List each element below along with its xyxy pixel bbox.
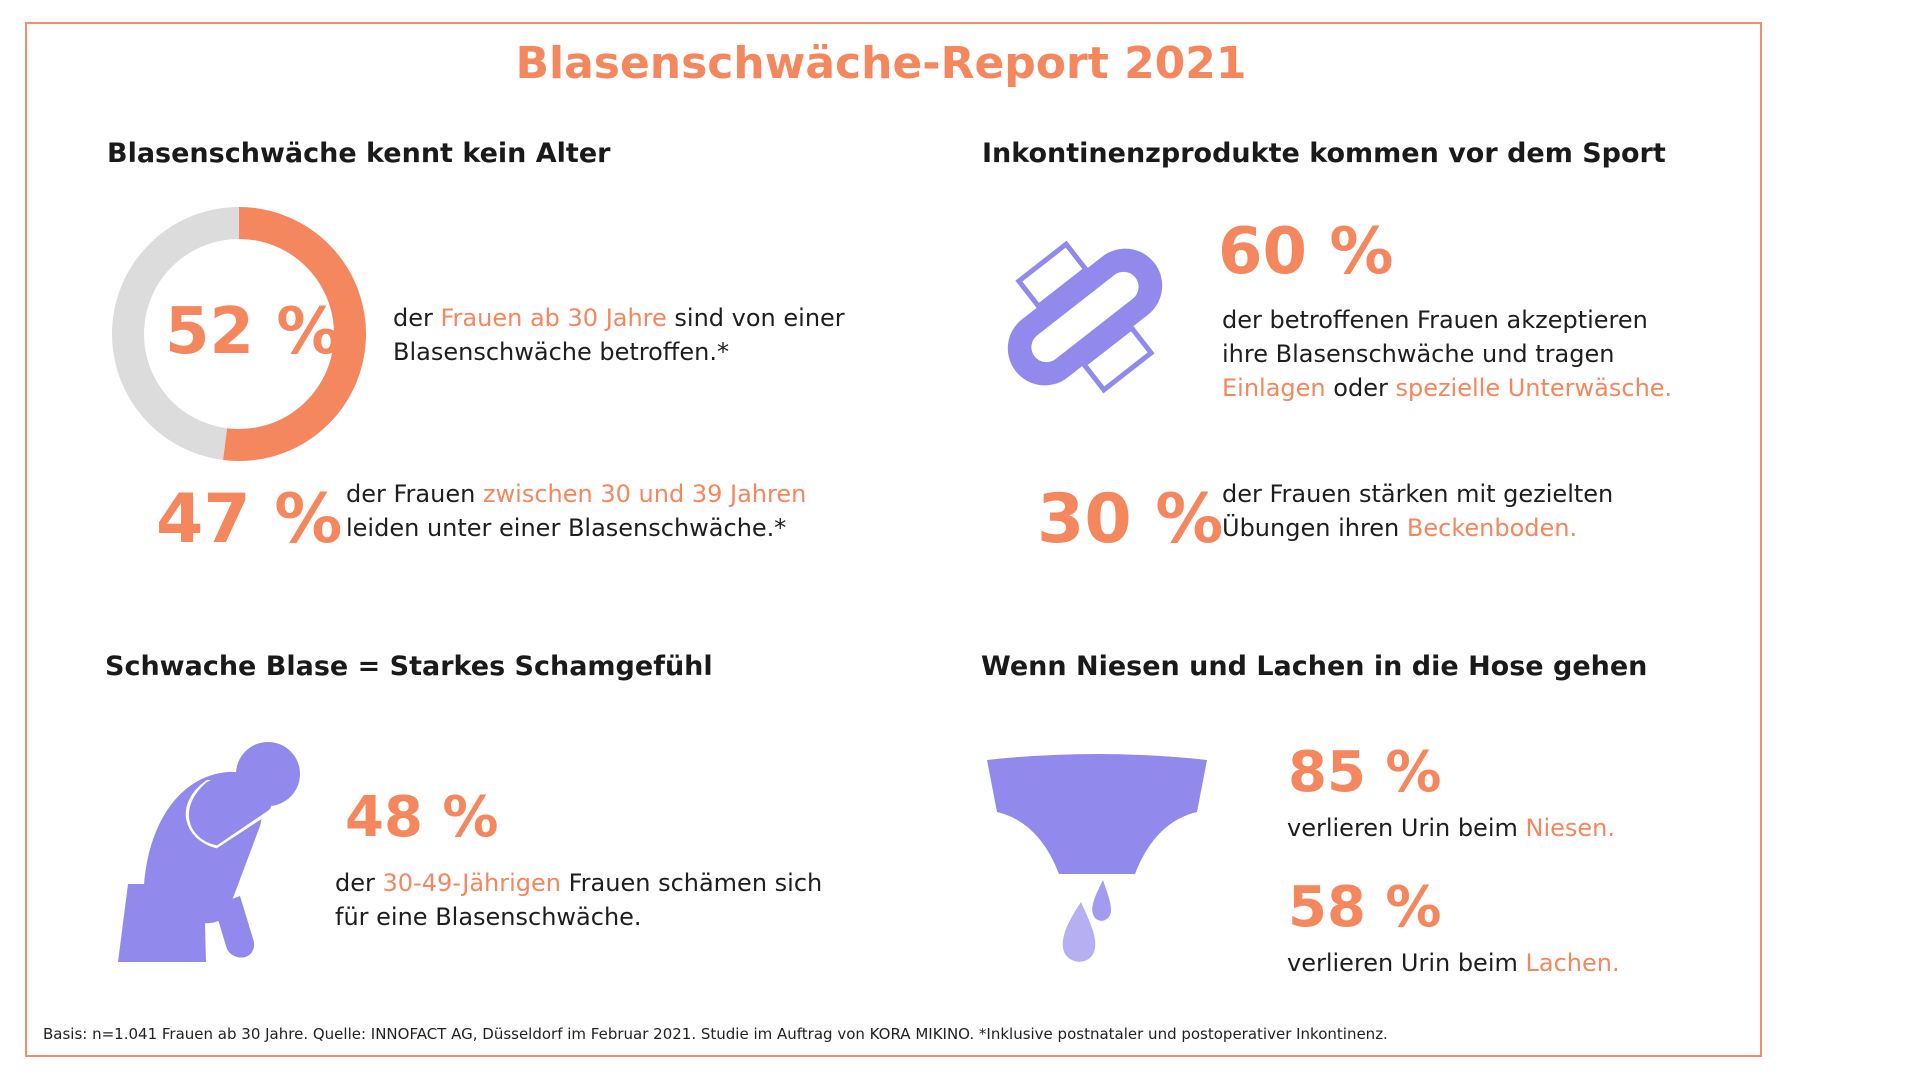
report-frame	[25, 22, 1762, 1057]
highlight: spezielle Unterwäsche.	[1395, 374, 1673, 402]
stat-60-value: 60 %	[1218, 215, 1394, 289]
stat-30-text: der Frauen stärken mit gezielten Übungen…	[1222, 477, 1642, 545]
stat-47-text: der Frauen zwischen 30 und 39 Jahren lei…	[346, 477, 886, 545]
stat-85-value: 85 %	[1288, 740, 1442, 805]
text-part: der	[335, 869, 383, 897]
text-part: sind von einer Blasenschwäche betroffen.…	[393, 304, 845, 366]
text-part: der Frauen stärken mit gezielten Übungen…	[1222, 480, 1614, 542]
stat-58-text: verlieren Urin beim Lachen.	[1287, 946, 1707, 980]
text-part: oder	[1325, 374, 1396, 402]
section-heading-shame: Schwache Blase = Starkes Schamgefühl	[105, 651, 713, 682]
text-part: verlieren Urin beim	[1287, 814, 1526, 842]
text-part: Frauen schämen sich für eine Blasenschwä…	[335, 869, 823, 931]
highlight: 30-49-Jährigen	[382, 869, 561, 897]
underwear-drops-icon	[987, 754, 1207, 962]
text-part: der	[393, 304, 441, 332]
text-part: verlieren Urin beim	[1287, 949, 1526, 977]
text-part: der Frauen	[346, 480, 483, 508]
highlight: Niesen.	[1525, 814, 1616, 842]
ashamed-person-icon	[118, 742, 300, 962]
highlight: Frauen ab 30 Jahre	[440, 304, 667, 332]
stat-48-value: 48 %	[345, 785, 499, 850]
stat-52-value: 52 %	[165, 295, 341, 369]
section-heading-products: Inkontinenzprodukte kommen vor dem Sport	[982, 138, 1666, 169]
stat-58-value: 58 %	[1288, 875, 1442, 940]
section-heading-sneeze: Wenn Niesen und Lachen in die Hose gehen	[981, 651, 1648, 682]
report-title: Blasenschwäche-Report 2021	[515, 38, 1247, 89]
footnote: Basis: n=1.041 Frauen ab 30 Jahre. Quell…	[43, 1025, 1388, 1043]
donut-slice-affected	[223, 207, 366, 461]
donut-chart	[112, 207, 366, 461]
stat-85-text: verlieren Urin beim Niesen.	[1287, 811, 1707, 845]
stat-52-text: der Frauen ab 30 Jahre sind von einer Bl…	[393, 301, 863, 369]
text-part: der betroffenen Frauen akzeptieren ihre …	[1222, 306, 1648, 368]
pad-icon	[1007, 240, 1163, 394]
stat-47-value: 47 %	[156, 480, 343, 559]
donut-slice-rest	[112, 207, 240, 460]
stat-48-text: der 30-49-Jährigen Frauen schämen sich f…	[335, 866, 855, 934]
highlight: zwischen 30 und 39 Jahren	[482, 480, 807, 508]
stat-30-value: 30 %	[1037, 480, 1224, 559]
highlight: Lachen.	[1525, 949, 1620, 977]
highlight: Einlagen	[1222, 374, 1326, 402]
text-part: leiden unter einer Blasenschwäche.*	[346, 514, 787, 542]
section-heading-age: Blasenschwäche kennt kein Alter	[107, 138, 611, 169]
highlight: Beckenboden.	[1406, 514, 1578, 542]
stat-60-text: der betroffenen Frauen akzeptieren ihre …	[1222, 303, 1682, 405]
